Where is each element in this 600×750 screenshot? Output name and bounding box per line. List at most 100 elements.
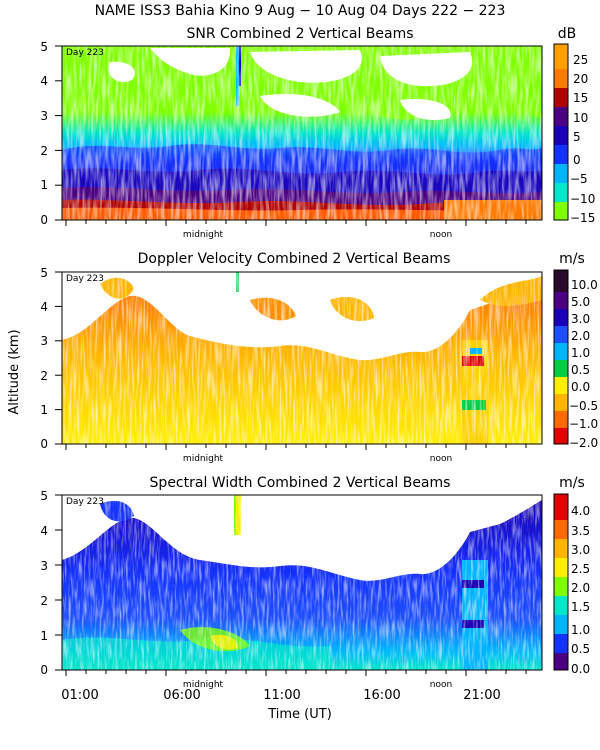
colorbar-swatch	[554, 183, 568, 202]
colorbar-swatch	[554, 164, 568, 183]
x-tick-label: 11:00	[263, 688, 300, 703]
panel-snr-title: SNR Combined 2 Vertical Beams	[186, 26, 413, 42]
colorbar-tick: 0.5	[571, 642, 590, 656]
colorbar-swatch	[554, 126, 568, 145]
panel-doppler-day-label: Day 223	[66, 274, 104, 284]
colorbar-swatch	[554, 44, 568, 69]
colorbar-tick: −0.5	[569, 399, 598, 413]
colorbar-tick: 1.5	[571, 600, 590, 614]
y-tick-label: 0	[40, 663, 48, 677]
panel-snr-heatmap	[62, 46, 542, 220]
colorbar-swatch	[554, 343, 568, 360]
colorbar-tick: 20	[573, 72, 588, 86]
colorbar-swatch	[554, 326, 568, 343]
panel-snr-day-label: Day 223	[66, 48, 104, 58]
midnight-marker: midnight	[183, 230, 224, 240]
panel-doppler-x-ticks	[65, 444, 527, 450]
colorbar-tick: 4.0	[571, 504, 590, 518]
colorbar-tick: 5	[573, 130, 581, 144]
y-tick-label: 5	[40, 40, 48, 54]
panel-snr-colorbar: 25 20 15 10 5 0 −5 −10 −15	[553, 43, 595, 225]
colorbar-swatch	[554, 411, 568, 428]
colorbar-tick: 1.0	[571, 346, 590, 360]
y-tick-label: 2	[40, 144, 48, 158]
colorbar-tick: −1.0	[569, 417, 598, 431]
panel-sw-colorbar: 4.0 3.5 3.0 2.5 2.0 1.5 1.0 0.5 0.0	[553, 493, 590, 676]
y-tick-label: 1	[40, 629, 48, 643]
panel-sw-y-axis: 0 1 2 3 4 5	[40, 489, 62, 677]
colorbar-tick: −15	[570, 211, 595, 225]
y-tick-label: 2	[40, 594, 48, 608]
x-tick-label: 16:00	[363, 688, 400, 703]
y-axis-label: Altitude (km)	[7, 329, 22, 414]
panel-snr-y-axis: 0 1 2 3 4 5	[40, 40, 62, 227]
colorbar-tick: −2.0	[569, 436, 598, 450]
colorbar-swatch	[554, 202, 568, 220]
colorbar-tick: 0.0	[571, 662, 590, 676]
panel-doppler: Doppler Velocity Combined 2 Vertical Bea…	[7, 251, 598, 464]
colorbar-tick: 2.0	[571, 581, 590, 595]
x-tick-label: 21:00	[463, 688, 500, 703]
colorbar-swatch	[554, 360, 568, 377]
y-tick-label: 2	[40, 369, 48, 383]
noon-marker: noon	[430, 230, 452, 240]
colorbar-swatch	[554, 292, 568, 309]
y-tick-label: 0	[40, 437, 48, 451]
panel-snr-x-ticks	[65, 220, 527, 226]
colorbar-swatch	[554, 653, 568, 670]
x-axis-label: Time (UT)	[267, 707, 332, 722]
colorbar-tick: −5	[570, 172, 588, 186]
midnight-marker: midnight	[183, 454, 224, 464]
colorbar-swatch	[554, 309, 568, 326]
panel-sw-heatmap	[62, 495, 542, 670]
colorbar-swatch	[554, 577, 568, 596]
colorbar-swatch	[554, 69, 568, 88]
colorbar-swatch	[554, 539, 568, 558]
colorbar-tick: 1.0	[571, 623, 590, 637]
colorbar-swatch	[554, 107, 568, 126]
colorbar-tick: 3.5	[571, 524, 590, 538]
y-tick-label: 4	[40, 74, 48, 88]
colorbar-tick: 0.5	[571, 363, 590, 377]
noon-marker: noon	[430, 454, 452, 464]
panel-sw-title: Spectral Width Combined 2 Vertical Beams	[150, 475, 451, 491]
colorbar-tick: 10	[573, 111, 588, 125]
y-tick-label: 1	[40, 178, 48, 192]
panel-spectral-width: Spectral Width Combined 2 Vertical Beams…	[40, 475, 590, 722]
colorbar-tick: 25	[573, 53, 588, 67]
y-tick-label: 5	[40, 266, 48, 280]
panel-sw-unit: m/s	[559, 475, 585, 491]
colorbar-tick: −10	[570, 192, 595, 206]
colorbar-tick: 3.0	[571, 543, 590, 557]
colorbar-swatch	[554, 88, 568, 107]
x-tick-labels: 01:00 06:00 11:00 16:00 21:00	[61, 688, 500, 703]
colorbar-tick: 0	[573, 153, 581, 167]
y-tick-label: 3	[40, 109, 48, 123]
panel-doppler-colorbar: 10.0 5.0 3.0 2.0 1.0 0.5 0.0 −0.5 −1.0 −…	[553, 269, 598, 450]
y-tick-label: 0	[40, 213, 48, 227]
colorbar-swatch	[554, 634, 568, 653]
panel-doppler-title: Doppler Velocity Combined 2 Vertical Bea…	[138, 251, 451, 267]
noon-marker: noon	[430, 680, 452, 690]
colorbar-tick: 5.0	[571, 295, 590, 309]
colorbar-swatch	[554, 596, 568, 615]
colorbar-swatch	[554, 494, 568, 520]
figure-title: NAME ISS3 Bahia Kino 9 Aug − 10 Aug 04 D…	[95, 3, 506, 19]
y-tick-label: 1	[40, 403, 48, 417]
panel-snr: SNR Combined 2 Vertical Beams dB	[40, 26, 595, 240]
panel-sw-day-label: Day 223	[66, 497, 104, 507]
colorbar-swatch	[554, 394, 568, 411]
colorbar-swatch	[554, 615, 568, 634]
colorbar-swatch	[554, 270, 568, 292]
panel-snr-unit: dB	[558, 26, 577, 42]
x-tick-label: 06:00	[163, 688, 200, 703]
colorbar-tick: 10.0	[571, 278, 598, 292]
y-tick-label: 5	[40, 489, 48, 503]
panel-sw-x-ticks	[65, 670, 527, 676]
colorbar-tick: 0.0	[571, 380, 590, 394]
colorbar-swatch	[554, 520, 568, 539]
y-tick-label: 3	[40, 334, 48, 348]
colorbar-swatch	[554, 428, 568, 444]
y-tick-label: 4	[40, 524, 48, 538]
